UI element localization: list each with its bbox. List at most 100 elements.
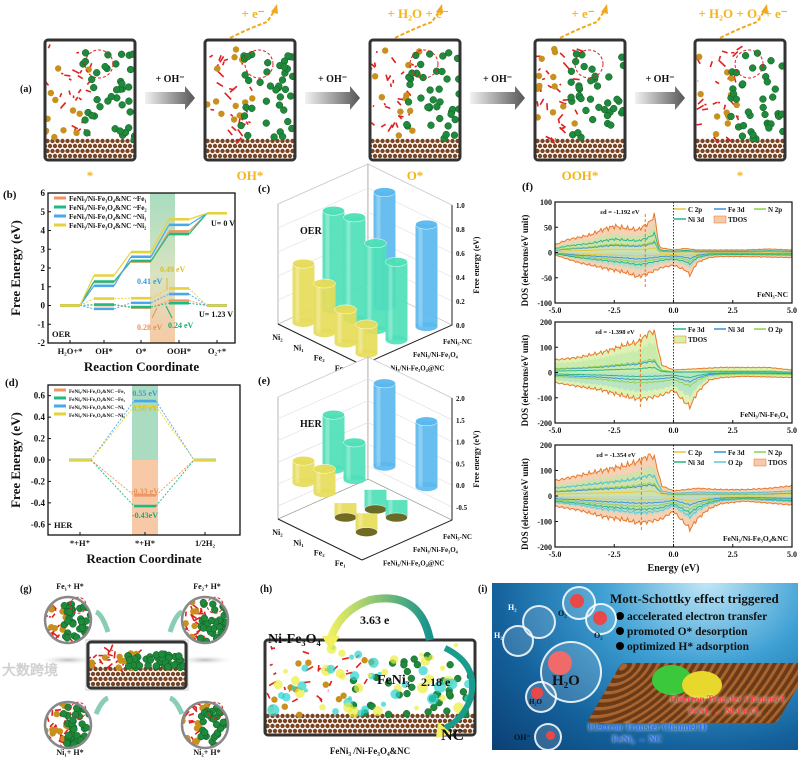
carbon-atom [282,718,288,724]
bar-body [364,489,387,510]
bar-body [343,217,366,320]
y-tick-label: -0.2 [31,476,46,486]
bar-highlight [367,489,372,510]
carbon-atom [300,139,304,143]
z-axis-title: Free energy (eV) [472,236,481,293]
nickel-atom [116,127,124,135]
carbon-atom [105,671,111,677]
nickel-atom [588,65,596,73]
carbon-atom [193,677,197,681]
nickel-atom [146,656,155,664]
iron-atom [47,89,55,97]
nickel-atom [126,65,135,74]
nickel-atom [384,710,393,718]
zoom-circle-frame [43,595,93,645]
carbon-atom [193,667,197,671]
carbon-atom [430,723,435,729]
carbon-atom [140,681,146,687]
site-axis [277,518,363,561]
iron-atom [48,623,55,631]
carbon-atom [125,148,130,154]
nickel-atom [403,120,411,129]
carbon-atom [340,723,345,729]
x-tick-label: *+H⁺ [70,538,91,548]
carbon-atom [790,149,794,153]
carbon-atom [265,138,270,144]
carbon-atom [305,713,310,719]
carbon-atom [757,153,763,159]
nickel-atom [738,132,747,140]
oxygen-bond [562,98,570,102]
oxygen-bond [559,83,562,86]
bar-highlight [367,243,372,330]
step-label: + OH⁻ [318,74,347,85]
bar-e [385,500,408,523]
oxygen-bond [109,644,114,651]
carbon-atom [410,723,415,729]
charge-density-blob [368,657,379,668]
carbon-atom [750,148,755,154]
structure-content [695,40,794,160]
carbon-atom [65,148,70,154]
chart-title: HER [300,419,322,430]
carbon-atom [133,676,138,682]
nickel-atom [446,661,454,669]
y-tick-label: 3 [41,244,46,254]
nickel-atom [610,104,618,113]
oxygen-bond [188,720,196,724]
energy-connector-1 [150,233,170,262]
step-label: + OH⁻ [483,74,512,85]
carbon-atom [57,153,63,159]
bar-e [415,416,438,492]
carbon-atom [412,143,418,149]
carbon-atom [170,671,176,677]
charge-density-blob [354,683,364,693]
nickel-atom [90,83,98,92]
nickel-atom [778,110,785,118]
y-tick-label: 200 [540,318,552,327]
material-label: NC [441,727,464,744]
carbon-atom [173,676,178,682]
grid-line [277,163,369,205]
carbon-atom [320,723,325,729]
carbon-atom [590,138,595,144]
carbon-atom [402,728,408,734]
carbon-atom [230,138,235,144]
oxygen-bond [92,654,98,659]
step-label: + OH⁻ [155,74,184,85]
bar-c [385,257,408,345]
carbon-atom [270,148,275,154]
bar-top [373,378,396,389]
oxygen-bond [54,708,62,712]
carbon-atom [217,143,223,149]
carbon-atom [357,728,363,734]
nickel-atom [63,634,71,642]
barrier-label: 0.24 eV [168,321,194,330]
y-tick-label: 0.0 [34,455,46,465]
nickel-atom [248,104,256,112]
site-label: Fe₁+ H* [56,582,84,591]
y-axis-title: Free Energy (eV) [8,412,23,508]
carbon-atom [452,143,458,149]
carbon-atom [87,153,93,159]
oxygen-bond [46,716,50,722]
carbon-atom [585,138,590,144]
zoom-circle-frame [180,595,230,645]
bar-highlight [337,503,342,518]
oh-molecule [534,723,562,750]
carbon-atom [163,676,168,682]
carbon-atom [432,728,438,734]
nickel-atom [439,52,447,60]
oxygen-bond [396,100,402,106]
carbon-atom [417,728,423,734]
energy-connector-1 [155,459,195,507]
structure-bg [45,40,135,160]
nickel-atom [438,67,446,76]
pdos-line [555,496,792,502]
h2o-label: H₂O [529,698,542,706]
carbon-atom [615,148,620,154]
x-tick-label: -2.5 [608,426,621,435]
carbon-atom [435,148,440,154]
x-tick-label: 5.0 [787,426,797,435]
panel-label: (f) [522,181,533,193]
